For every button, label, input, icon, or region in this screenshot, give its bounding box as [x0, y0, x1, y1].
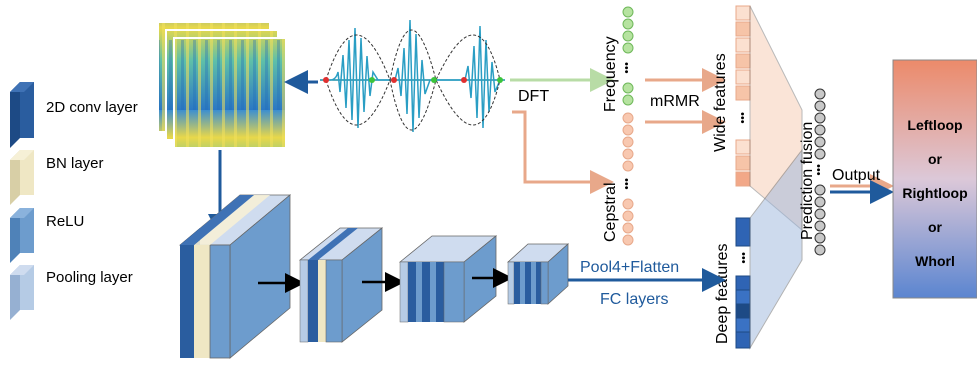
- label-pool-flatten: Pool4+Flatten: [580, 259, 679, 276]
- cnn-block-4: [506, 243, 570, 305]
- output-or-1: or: [928, 151, 943, 167]
- label-cepstral: Cepstral: [602, 182, 619, 242]
- label-dft: DFT: [518, 88, 549, 105]
- deep-ellipsis: •••: [737, 252, 749, 264]
- legend-label-pooling: Pooling layer: [46, 269, 133, 286]
- legend-relu: ReLU: [10, 208, 84, 263]
- label-mrmr: mRMR: [650, 93, 700, 110]
- cnn-block-2: [298, 227, 384, 343]
- deep-funnel: [749, 148, 803, 350]
- legend-pooling: Pooling layer: [10, 265, 133, 320]
- wide-features-column: •••: [735, 5, 751, 187]
- cnn-block-1: [178, 194, 292, 359]
- cepstral-ellipsis: •••: [620, 178, 632, 190]
- fusion-ellipsis: •••: [812, 164, 824, 176]
- output-class-leftloop: Leftloop: [907, 117, 962, 133]
- label-wide-features: Wide features: [712, 53, 729, 152]
- frequency-feature-column: •••: [620, 6, 634, 106]
- waveform-signal: [320, 19, 505, 133]
- cepstral-feature-column: •••: [620, 112, 634, 246]
- output-class-rightloop: Rightloop: [902, 185, 967, 201]
- output-class-whorl: Whorl: [915, 253, 955, 269]
- label-fc-layers: FC layers: [600, 291, 668, 308]
- wide-ellipsis: •••: [736, 112, 748, 124]
- legend-label-relu: ReLU: [46, 213, 84, 230]
- legend-label-conv: 2D conv layer: [46, 99, 138, 116]
- output-or-2: or: [928, 219, 943, 235]
- deep-features-column: •••: [735, 217, 751, 349]
- frequency-ellipsis: •••: [620, 62, 632, 74]
- legend-label-bn: BN layer: [46, 155, 104, 172]
- arrow-to-cepstral: [512, 110, 614, 194]
- label-deep-features: Deep features: [714, 243, 731, 344]
- output-box: [892, 59, 977, 299]
- label-prediction-fusion: Prediction fusion: [799, 122, 816, 240]
- legend: 2D conv layer BN layer ReLU Pooling laye…: [10, 82, 138, 320]
- label-output: Output: [832, 167, 881, 184]
- spectrogram-stack: [157, 21, 287, 149]
- label-frequency: Frequency: [602, 36, 619, 112]
- legend-bn: BN layer: [10, 150, 104, 205]
- legend-conv: 2D conv layer: [10, 82, 138, 148]
- prediction-fusion-column: •••: [812, 88, 826, 256]
